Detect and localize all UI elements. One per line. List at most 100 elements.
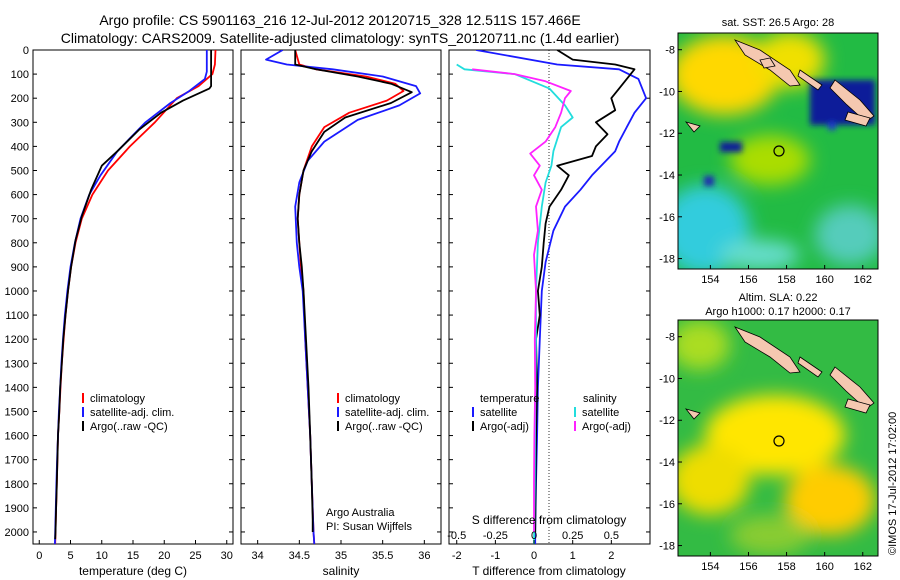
sst-warm-patch — [755, 33, 825, 88]
map-x-tick-label: 160 — [815, 274, 833, 286]
map-x-tick-label: 156 — [739, 561, 757, 573]
difference-top-ticks: -0.5 -0.25 0 0.25 0.5 — [447, 530, 619, 542]
depth-tick-label: 500 — [11, 165, 29, 177]
title-line-2: Climatology: CARS2009. Satellite-adjuste… — [61, 30, 619, 46]
s-diff-tick-label: 0 — [531, 530, 537, 542]
sst-map-field — [678, 33, 878, 269]
salinity-xticks: 34 34.5 35 35.5 36 — [252, 540, 430, 562]
island-shape — [797, 69, 823, 91]
salinity-series — [265, 50, 422, 544]
map-x-tick-label: 160 — [815, 561, 833, 573]
x-tick-label: 5 — [67, 550, 73, 562]
map-y-tick-label: -14 — [659, 170, 675, 182]
series-line — [534, 50, 636, 533]
temperature-panel-frame — [32, 49, 234, 545]
sst-warm-patch — [730, 135, 810, 185]
sla-mid-patch — [730, 515, 810, 555]
s-diff-tick-label: 0.5 — [604, 530, 619, 542]
island-shape — [684, 408, 701, 420]
map-x-tick-label: 158 — [777, 274, 795, 286]
temperature-series — [54, 50, 217, 544]
depth-tick-label: 1300 — [5, 358, 29, 370]
s-diff-tick-label: 0.25 — [562, 530, 583, 542]
x-tick-label: 35 — [335, 550, 347, 562]
s-diff-tick-label: -0.5 — [447, 530, 466, 542]
depth-tick-label: 1600 — [5, 431, 29, 443]
map-y-tick-label: -18 — [659, 541, 675, 553]
sla-map-frame — [677, 319, 879, 557]
map-x-tick-label: 156 — [739, 274, 757, 286]
island-shape — [759, 57, 776, 69]
argo-float-marker — [773, 145, 785, 157]
series-line — [456, 63, 574, 544]
legend-label-satellite: satellite-adj. clim. — [90, 407, 174, 419]
map-y-tick-label: -8 — [665, 45, 675, 57]
legend-label-satellite: satellite-adj. clim. — [345, 407, 429, 419]
depth-tick-label: 700 — [11, 214, 29, 226]
legend-label-t-satellite: satellite — [480, 407, 517, 419]
depth-tick-label: 1800 — [5, 479, 29, 491]
legend-label-argo: Argo(..raw -QC) — [345, 421, 423, 433]
map-x-tick-label: 154 — [701, 274, 719, 286]
island-shape — [844, 398, 871, 414]
x-tick-label: 34 — [252, 550, 264, 562]
depth-tick-label: 1100 — [5, 310, 29, 322]
title-line-1: Argo profile: CS 5901163_216 12-Jul-2012… — [99, 12, 580, 28]
map-y-tick-label: -16 — [659, 499, 675, 511]
legend-heading-temperature: temperature — [480, 393, 539, 405]
sla-high-patch — [705, 395, 845, 475]
salinity-legend: climatology satellite-adj. clim. Argo(..… — [337, 393, 429, 433]
depth-axis: 0 100 200 300 400 500 600 700 800 900 1000 1100 1200… — [5, 45, 29, 539]
series-line — [475, 50, 647, 544]
sla-high-patch — [785, 465, 875, 535]
sla-map-title-1: Altim. SLA: 0.22 — [739, 292, 818, 304]
island-shape — [797, 356, 823, 378]
depth-tick-label: 100 — [11, 69, 29, 81]
depth-tick-label: 400 — [11, 141, 29, 153]
argo-australia-label: Argo Australia — [326, 507, 395, 519]
sst-cloud-gap — [720, 142, 742, 152]
difference-top-label: S difference from climatology — [472, 513, 627, 527]
map-x-tick-label: 158 — [777, 561, 795, 573]
depth-tick-label: 300 — [11, 117, 29, 129]
x-tick-label: 35.5 — [372, 550, 393, 562]
depth-tick-label: 1700 — [5, 455, 29, 467]
sst-cloud-gap — [704, 176, 714, 186]
sla-map-field — [678, 320, 878, 556]
map-y-tick-label: -10 — [659, 373, 675, 385]
x-tick-label: 10 — [96, 550, 108, 562]
depth-tick-label: 600 — [11, 190, 29, 202]
depth-tick-label: 1200 — [5, 334, 29, 346]
map-y-tick-label: -16 — [659, 212, 675, 224]
map-y-tick-label: -12 — [659, 415, 675, 427]
x-tick-label: 1 — [570, 550, 576, 562]
sst-cool-patch — [815, 205, 878, 265]
imos-stamp: ©IMOS 17-Jul-2012 17:02:00 — [887, 412, 899, 555]
map-x-tick-label: 162 — [854, 274, 872, 286]
temperature-xticks: 0 5 10 15 20 25 30 — [36, 540, 233, 562]
series-line — [54, 50, 212, 540]
difference-series — [456, 50, 647, 544]
s-diff-tick-label: -0.25 — [483, 530, 508, 542]
sla-high-patch — [678, 445, 750, 515]
depth-tick-label: 1900 — [5, 503, 29, 515]
salinity-xlabel: salinity — [323, 564, 360, 578]
map-y-tick-label: -8 — [665, 332, 675, 344]
difference-xticks: -2 -1 0 1 2 — [452, 540, 614, 562]
salinity-panel-frame — [240, 49, 442, 545]
island-shape — [684, 121, 701, 133]
legend-label-argo: Argo(..raw -QC) — [90, 421, 168, 433]
map-x-tick-label: 154 — [701, 561, 719, 573]
sst-map-title: sat. SST: 26.5 Argo: 28 — [722, 17, 835, 29]
x-tick-label: 0 — [531, 550, 537, 562]
x-tick-label: 30 — [221, 550, 233, 562]
sst-map-frame — [677, 32, 879, 270]
x-tick-label: 0 — [36, 550, 42, 562]
x-tick-label: 34.5 — [289, 550, 310, 562]
temperature-xlabel: temperature (deg C) — [79, 564, 187, 578]
sla-map-title-2: Argo h1000: 0.17 h2000: 0.17 — [705, 306, 851, 318]
depth-tick-label: 1400 — [5, 382, 29, 394]
depth-tick-label: 800 — [11, 238, 29, 250]
depth-tick-label: 900 — [11, 262, 29, 274]
